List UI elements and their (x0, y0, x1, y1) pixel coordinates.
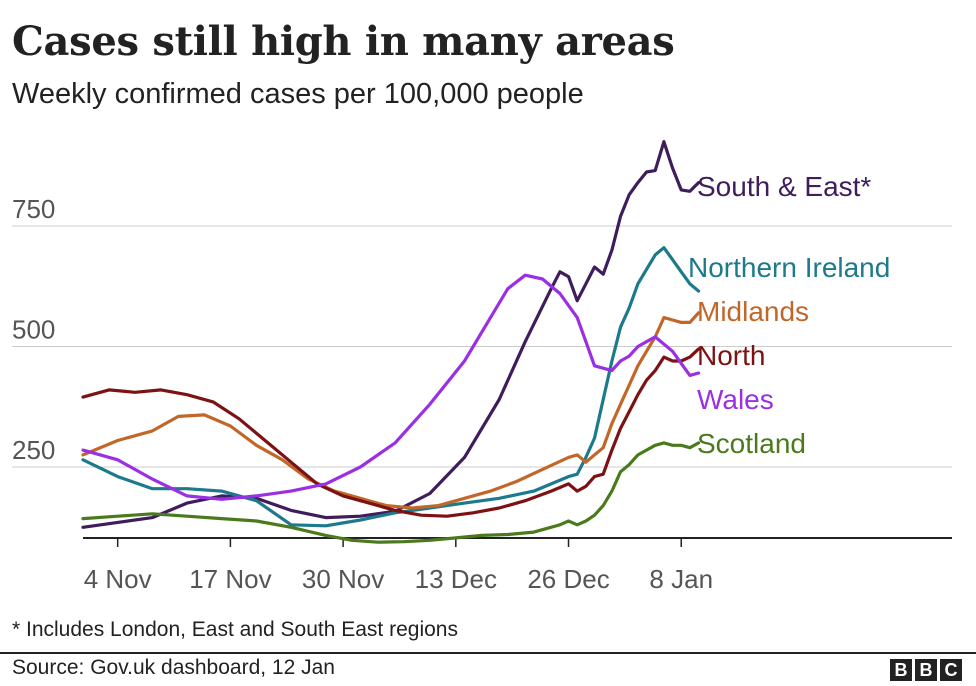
series-lines (81, 140, 701, 544)
series-line (81, 441, 701, 544)
x-tick-label: 26 Dec (527, 564, 609, 594)
chart-subtitle: Weekly confirmed cases per 100,000 peopl… (12, 78, 584, 110)
x-tick-label: 30 Nov (302, 564, 384, 594)
chart-title: Cases still high in many areas (12, 18, 675, 65)
axes: 250 500 750 4 Nov 17 Nov 30 Nov 13 Dec 26 Dec 8 … (12, 194, 952, 594)
x-tick-label: 17 Nov (189, 564, 271, 594)
series-line (81, 140, 701, 529)
footnote: * Includes London, East and South East r… (12, 618, 458, 641)
x-tick-label: 4 Nov (84, 564, 152, 594)
series-line (81, 273, 701, 501)
y-tick-label: 500 (12, 315, 55, 345)
series-label: Wales (697, 384, 774, 415)
source-note: Source: Gov.uk dashboard, 12 Jan (12, 656, 335, 679)
series-label: North (697, 340, 765, 371)
bbc-logo-letter: B (915, 659, 937, 681)
series-label: Scotland (697, 428, 806, 459)
series-line (81, 347, 701, 518)
series-label: Northern Ireland (688, 252, 890, 283)
bbc-logo-letter: B (890, 659, 912, 681)
series-label: Midlands (697, 296, 809, 327)
bbc-logo-letter: C (940, 659, 962, 681)
y-tick-label: 750 (12, 194, 55, 224)
x-tick-label: 8 Jan (649, 564, 713, 594)
footer-divider (0, 652, 976, 654)
bbc-logo: B B C (890, 659, 962, 681)
grid-lines (12, 225, 952, 468)
series-line (81, 246, 701, 528)
y-tick-label: 250 (12, 435, 55, 465)
series-line (81, 311, 701, 510)
x-tick-label: 13 Dec (415, 564, 497, 594)
series-labels: South & East* Northern Ireland Midlands Nor… (688, 171, 890, 459)
series-label: South & East* (697, 171, 871, 202)
